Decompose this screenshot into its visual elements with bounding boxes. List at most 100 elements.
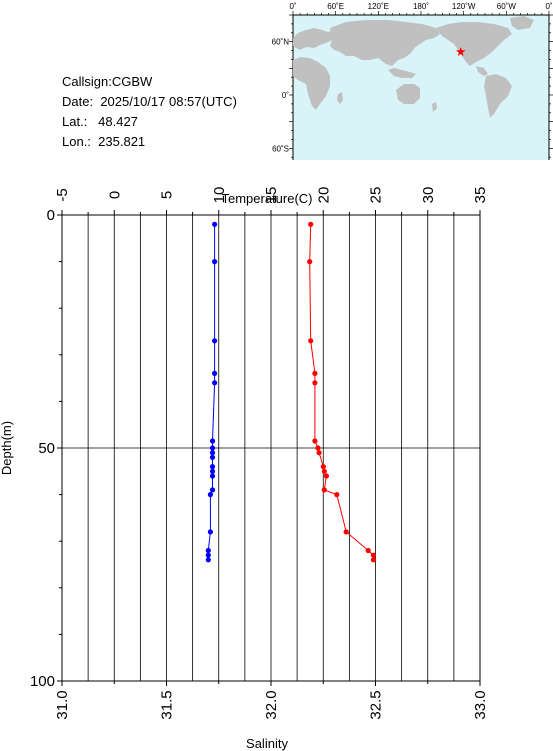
temperature-data-point: [315, 445, 321, 451]
map-latitude-labels: 60˚N 0˚ 60˚S: [272, 38, 290, 154]
temperature-data-point: [308, 338, 314, 344]
salinity-data-point: [209, 438, 216, 444]
callsign-value: CGBW: [111, 74, 153, 89]
date-label: Date:: [62, 94, 94, 109]
salinity-data-point: [209, 468, 216, 474]
axes: -5 0 5 10 15 20 25 30 35 31.0 31.5 32.0 32.5 33.0 0 50 1…: [30, 187, 489, 720]
salinity-data-point: [205, 547, 211, 554]
temperature-data-point: [365, 547, 371, 554]
temperature-data-point: [334, 492, 340, 498]
temperature-data-point: [323, 473, 329, 479]
map-lon-label: 0˚: [289, 2, 296, 11]
depth-axis-title: Depth(m): [0, 421, 14, 475]
madagascar-shape: [337, 92, 343, 104]
temperature-axis-title: Temperature(C): [221, 191, 312, 206]
greenland-shape: [510, 16, 534, 30]
temperature-data-point: [316, 450, 322, 456]
world-map: 0˚ 60˚E 120˚E 180˚ 120˚W 60˚W 0˚ 60˚N 0˚ 60˚S: [272, 2, 553, 160]
depth-tick-label: 50: [38, 440, 55, 457]
temperature-tick-label: 10: [211, 187, 228, 204]
central-america-shape: [476, 66, 488, 76]
map-lon-label: 180˚: [413, 2, 429, 11]
salinity-data-point: [207, 529, 213, 535]
salinity-tick-label: 31.0: [54, 690, 71, 719]
temperature-tick-label: 20: [315, 187, 332, 204]
north-america-shape: [436, 22, 512, 66]
europe-shape: [293, 28, 336, 50]
temperature-data-point: [321, 487, 327, 493]
salinity-data-point: [212, 221, 218, 227]
salinity-tick-label: 33.0: [472, 690, 489, 719]
data-series: [205, 221, 376, 563]
temperature-data-point: [370, 557, 376, 563]
date-line: Date: 2025/10/17 08:57(UTC): [62, 92, 237, 112]
lon-line: Lon.: 235.821: [62, 132, 237, 152]
new-zealand-shape: [432, 102, 437, 112]
temperature-data-point: [370, 552, 376, 558]
lon-value: 235.821: [98, 134, 146, 149]
salinity-tick-label: 32.0: [263, 690, 280, 719]
lat-line: Lat.: 48.427: [62, 112, 237, 132]
indonesia-shape: [388, 68, 416, 78]
salinity-tick-label: 32.5: [368, 690, 385, 719]
salinity-data-point: [212, 380, 218, 386]
south-america-shape: [484, 74, 512, 118]
temperature-data-point: [343, 529, 349, 535]
lon-label: Lon.:: [62, 134, 91, 149]
salinity-data-point: [209, 445, 216, 451]
map-lon-label: 120˚E: [368, 2, 389, 11]
map-lat-label: 60˚S: [272, 144, 289, 153]
temperature-tick-label: 5: [159, 191, 176, 199]
salinity-series: [205, 221, 218, 563]
map-ticks: [289, 11, 553, 158]
station-star: [455, 47, 466, 56]
temperature-tick-label: 0: [106, 191, 123, 199]
temperature-data-point: [312, 380, 318, 386]
map-lon-label: 0˚: [545, 2, 552, 11]
salinity-data-point: [209, 473, 216, 479]
temperature-data-point: [308, 221, 314, 227]
depth-tick-label: 0: [47, 207, 55, 224]
australia-shape: [396, 84, 420, 104]
salinity-profile-line: [207, 224, 216, 560]
depth-tick-label: 100: [30, 673, 55, 690]
grid: [62, 215, 480, 681]
salinity-tick-label: 31.5: [159, 690, 176, 719]
salinity-data-point: [205, 557, 211, 563]
temperature-profile-line: [309, 224, 374, 560]
salinity-data-point: [205, 552, 211, 558]
map-lon-label: 120˚W: [452, 2, 476, 11]
salinity-data-point: [209, 487, 216, 493]
salinity-axis-title: Salinity: [246, 736, 288, 751]
callsign-label: Callsign:: [62, 74, 112, 89]
salinity-data-point: [212, 338, 218, 344]
temperature-tick-label: 25: [368, 187, 385, 204]
temperature-data-point: [307, 259, 313, 265]
map-lon-label: 60˚E: [327, 2, 344, 11]
date-value: 2025/10/17 08:57(UTC): [100, 94, 237, 109]
salinity-data-point: [212, 259, 218, 265]
callsign-line: Callsign:CGBW: [62, 72, 237, 92]
map-land: [293, 16, 534, 118]
salinity-data-point: [207, 492, 213, 498]
temperature-data-point: [321, 468, 327, 474]
lat-value: 48.427: [98, 114, 138, 129]
salinity-data-point: [209, 450, 216, 456]
map-lat-label: 0˚: [282, 91, 289, 100]
japan-shape: [408, 40, 416, 52]
salinity-data-point: [212, 370, 218, 376]
temperature-tick-label: -5: [54, 188, 71, 201]
map-lon-label: 60˚W: [497, 2, 517, 11]
map-lat-label: 60˚N: [272, 38, 290, 47]
africa-shape: [293, 57, 330, 110]
station-info: Callsign:CGBW Date: 2025/10/17 08:57(UTC…: [62, 72, 237, 152]
temperature-data-point: [312, 438, 318, 444]
temperature-tick-label: 35: [472, 187, 489, 204]
asia-shape: [330, 20, 440, 66]
temperature-data-point: [312, 370, 318, 376]
temperature-tick-label: 30: [420, 187, 437, 204]
salinity-data-point: [209, 464, 216, 470]
salinity-data-point: [209, 454, 216, 460]
temperature-tick-label: 15: [263, 187, 280, 204]
